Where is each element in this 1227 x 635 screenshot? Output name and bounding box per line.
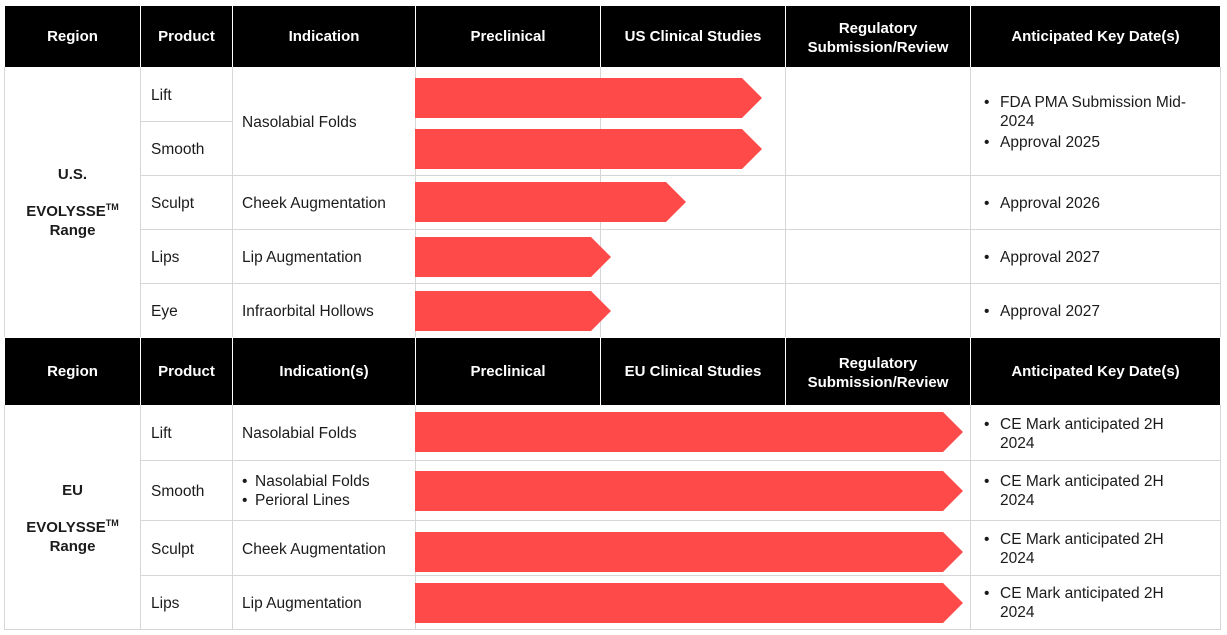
eu-header-regulatory: Regulatory Submission/Review [786, 338, 970, 405]
eu-grid-hline [141, 460, 1221, 461]
us-header-region: Region [5, 6, 140, 67]
us-dates-lift-smooth: FDA PMA Submission Mid-2024 Approval 202… [980, 93, 1210, 152]
us-header-dates: Anticipated Key Date(s) [971, 6, 1220, 67]
eu-grid-vline [415, 405, 416, 630]
us-date-item: Approval 2025 [980, 133, 1210, 152]
eu-grid-vline [232, 405, 233, 630]
us-product-eye: Eye [151, 303, 178, 320]
eu-indication-item: Perioral Lines [242, 491, 370, 510]
us-region-brand: EVOLYSSETM [26, 202, 119, 220]
eu-grid-vline [970, 405, 971, 630]
us-progress-arrow-smooth [415, 129, 762, 169]
eu-region-brand: EVOLYSSETM [26, 518, 119, 536]
us-grid-hline [141, 283, 1221, 284]
eu-product-lips: Lips [151, 595, 180, 612]
eu-product-lift: Lift [151, 425, 172, 442]
eu-grid-hline [141, 520, 1221, 521]
us-product-lift: Lift [151, 87, 172, 104]
eu-grid-hline [141, 575, 1221, 576]
eu-progress-arrow-lips [415, 583, 963, 623]
us-product-smooth: Smooth [151, 141, 205, 158]
us-grid-vline [4, 67, 5, 337]
eu-header-product: Product [141, 338, 232, 405]
eu-progress-arrow-sculpt [415, 532, 963, 572]
eu-header-regulatory-line2: Submission/Review [807, 373, 949, 391]
eu-header-clinical: EU Clinical Studies [601, 338, 785, 405]
us-header-regulatory-line1: Regulatory [838, 19, 918, 37]
us-date-item: Approval 2027 [980, 302, 1100, 321]
eu-grid-vline [1220, 405, 1221, 630]
us-grid-vline [785, 67, 786, 337]
us-header-regulatory: Regulatory Submission/Review [786, 6, 970, 67]
us-region-name: U.S. [57, 166, 88, 183]
eu-region-name: EU [62, 482, 83, 499]
us-product-lips: Lips [151, 249, 180, 266]
us-progress-arrow-eye [415, 291, 611, 331]
eu-grid-vline [140, 405, 141, 630]
eu-indication-item: Nasolabial Folds [242, 472, 370, 491]
eu-grid-vline [4, 405, 5, 630]
us-date-item: Approval 2027 [980, 248, 1100, 267]
us-date-item: Approval 2026 [980, 194, 1100, 213]
us-progress-arrow-lips [415, 237, 611, 277]
us-indication-lip: Lip Augmentation [242, 249, 362, 266]
eu-header-regulatory-line1: Regulatory [838, 354, 918, 372]
eu-indication-nasolabial: Nasolabial Folds [242, 425, 357, 442]
us-dates-sculpt: Approval 2026 [980, 194, 1100, 213]
us-header-indication: Indication [233, 6, 415, 67]
us-dates-eye: Approval 2027 [980, 302, 1100, 321]
us-region-label: U.S. EVOLYSSETM Range [5, 165, 140, 240]
eu-indication-cheek: Cheek Augmentation [242, 541, 386, 558]
us-header-regulatory-line2: Submission/Review [807, 38, 949, 56]
eu-region-label: EU EVOLYSSETM Range [5, 481, 140, 556]
us-indication-cheek: Cheek Augmentation [242, 195, 386, 212]
us-progress-arrow-lift [415, 78, 762, 118]
us-product-sculpt: Sculpt [151, 195, 195, 212]
us-header-preclinical: Preclinical [416, 6, 600, 67]
us-region-range: Range [49, 222, 96, 239]
us-indication-nasolabial: Nasolabial Folds [242, 114, 357, 131]
us-grid-hline [141, 229, 1221, 230]
us-progress-arrow-sculpt [415, 182, 686, 222]
us-grid-vline [232, 67, 233, 337]
us-dates-lips: Approval 2027 [980, 248, 1100, 267]
us-grid-hline [141, 175, 1221, 176]
us-indication-infraorbital: Infraorbital Hollows [242, 303, 374, 320]
us-grid-vline [1220, 67, 1221, 337]
us-grid-vline [140, 67, 141, 337]
eu-header-indication: Indication(s) [233, 338, 415, 405]
us-grid-hline [141, 121, 233, 122]
eu-product-smooth: Smooth [151, 483, 205, 500]
eu-progress-arrow-lift [415, 412, 963, 452]
us-header-product: Product [141, 6, 232, 67]
eu-progress-arrow-smooth [415, 471, 963, 511]
eu-header-preclinical: Preclinical [416, 338, 600, 405]
us-grid-vline [970, 67, 971, 337]
eu-product-sculpt: Sculpt [151, 541, 195, 558]
eu-indication-smooth-list: Nasolabial Folds Perioral Lines [242, 472, 370, 510]
eu-region-range: Range [49, 538, 96, 555]
eu-header-region: Region [5, 338, 140, 405]
us-date-item: FDA PMA Submission Mid-2024 [980, 93, 1210, 131]
eu-indication-lip: Lip Augmentation [242, 595, 362, 612]
eu-grid-hline [4, 629, 1221, 630]
eu-header-dates: Anticipated Key Date(s) [971, 338, 1220, 405]
us-header-clinical: US Clinical Studies [601, 6, 785, 67]
